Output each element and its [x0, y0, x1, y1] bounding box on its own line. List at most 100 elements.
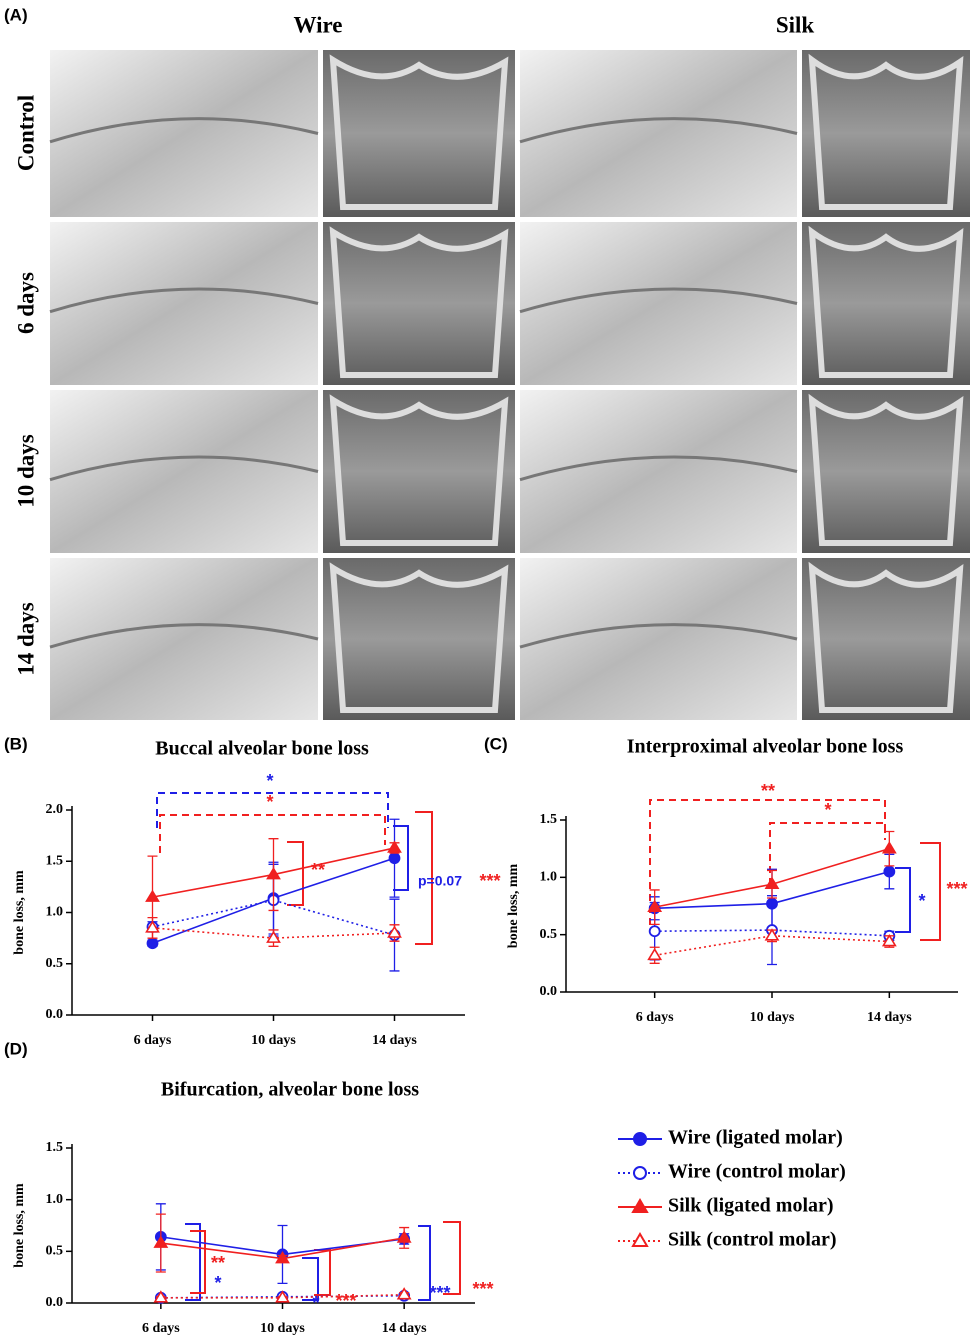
y-axis-label: bone loss, mm	[506, 863, 521, 948]
significance-label: *	[918, 891, 925, 911]
tooth-outline	[329, 226, 509, 378]
significance-label: ***	[429, 1283, 450, 1303]
row-label: 10 days	[13, 434, 38, 508]
marker	[396, 1230, 412, 1243]
series-line	[654, 929, 890, 937]
tooth-outline	[329, 54, 509, 210]
legend-label: Wire (ligated molar)	[668, 1127, 843, 1149]
tooth-outline	[519, 455, 798, 482]
significance-bracket	[287, 841, 304, 906]
tooth-outline	[329, 394, 509, 546]
significance-label: p=0.07	[418, 873, 462, 889]
series-line	[152, 899, 395, 936]
legend-marker	[631, 1198, 649, 1213]
y-tick-label: 0.0	[46, 1007, 64, 1022]
significance-bracket	[190, 1230, 206, 1294]
image-panel	[520, 390, 797, 553]
image-panel	[50, 390, 318, 553]
y-tick-label: 1.0	[46, 1192, 64, 1207]
legend-marker	[633, 1132, 647, 1146]
tooth-outline	[49, 117, 319, 144]
significance-label: *	[266, 771, 273, 791]
marker	[764, 876, 780, 890]
tooth-outline	[49, 455, 319, 482]
significance-label: *	[312, 1293, 319, 1313]
significance-bracket	[185, 1223, 201, 1301]
image-panel	[50, 222, 318, 385]
marker	[275, 1251, 290, 1264]
image-panel	[323, 390, 515, 553]
marker	[387, 840, 402, 853]
marker	[881, 841, 897, 854]
image-panel	[802, 390, 970, 553]
y-tick-label: 0.0	[540, 984, 558, 999]
significance-label: *	[266, 792, 273, 812]
image-panel	[520, 222, 797, 385]
tooth-outline	[519, 287, 798, 314]
tooth-outline	[808, 561, 964, 713]
significance-label: **	[311, 860, 325, 880]
significance-label: ***	[946, 879, 967, 899]
significance-bracket	[159, 814, 386, 853]
tooth-outline	[808, 225, 964, 378]
y-tick-label: 0.5	[46, 956, 64, 971]
marker	[266, 867, 281, 880]
marker	[145, 920, 160, 933]
x-tick-label: 14 days	[372, 1033, 417, 1048]
y-tick-label: 1.5	[46, 1140, 64, 1155]
y-tick-label: 1.5	[46, 853, 64, 868]
y-tick-label: 1.5	[540, 812, 558, 827]
panel-label: (C)	[484, 734, 508, 753]
tooth-outline	[49, 623, 319, 649]
panel-label: (D)	[4, 1039, 28, 1058]
significance-label: **	[211, 1253, 225, 1273]
marker	[647, 947, 663, 961]
marker	[396, 1287, 412, 1300]
x-tick-label: 14 days	[867, 1010, 912, 1025]
significance-bracket	[443, 1221, 461, 1295]
column-header: Wire	[294, 12, 343, 37]
y-tick-label: 2.0	[46, 802, 64, 817]
x-tick-label: 6 days	[142, 1321, 180, 1336]
marker	[153, 1235, 169, 1248]
y-axis-label: bone loss, mm	[12, 870, 27, 955]
significance-bracket	[920, 842, 941, 941]
tooth-outline	[49, 287, 319, 314]
image-panel	[802, 222, 970, 385]
image-panel	[802, 50, 970, 217]
significance-bracket	[302, 1257, 319, 1301]
y-tick-label: 1.0	[46, 905, 64, 920]
marker	[145, 889, 160, 902]
marker	[764, 928, 780, 941]
row-label: 6 days	[13, 272, 38, 334]
marker	[266, 930, 281, 943]
legend-label: Wire (control molar)	[668, 1161, 846, 1183]
significance-bracket	[314, 1249, 331, 1296]
marker	[647, 899, 663, 912]
marker	[387, 925, 402, 938]
tooth-outline	[519, 623, 798, 649]
legend-marker	[631, 1232, 649, 1247]
x-tick-label: 10 days	[251, 1033, 296, 1048]
marker	[153, 1290, 169, 1303]
significance-label: *	[214, 1273, 221, 1293]
significance-label: **	[761, 781, 775, 801]
y-tick-label: 0.5	[46, 1244, 64, 1259]
chart-title: Interproximal alveolar bone loss	[627, 736, 904, 758]
significance-label: ***	[335, 1291, 356, 1311]
row-label: 14 days	[13, 602, 38, 676]
significance-bracket	[418, 1225, 431, 1301]
image-panel	[323, 50, 515, 217]
marker	[883, 865, 896, 878]
y-tick-label: 0.0	[46, 1295, 64, 1310]
legend-marker	[633, 1166, 647, 1180]
significance-bracket	[156, 792, 389, 828]
marker	[648, 925, 661, 938]
image-panel	[802, 558, 970, 720]
marker	[275, 1290, 290, 1303]
x-tick-label: 14 days	[382, 1321, 427, 1336]
image-panel	[50, 558, 318, 720]
x-tick-label: 6 days	[636, 1010, 674, 1025]
significance-bracket	[415, 811, 433, 945]
